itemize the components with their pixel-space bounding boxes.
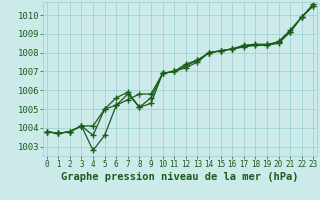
- X-axis label: Graphe pression niveau de la mer (hPa): Graphe pression niveau de la mer (hPa): [61, 172, 299, 182]
